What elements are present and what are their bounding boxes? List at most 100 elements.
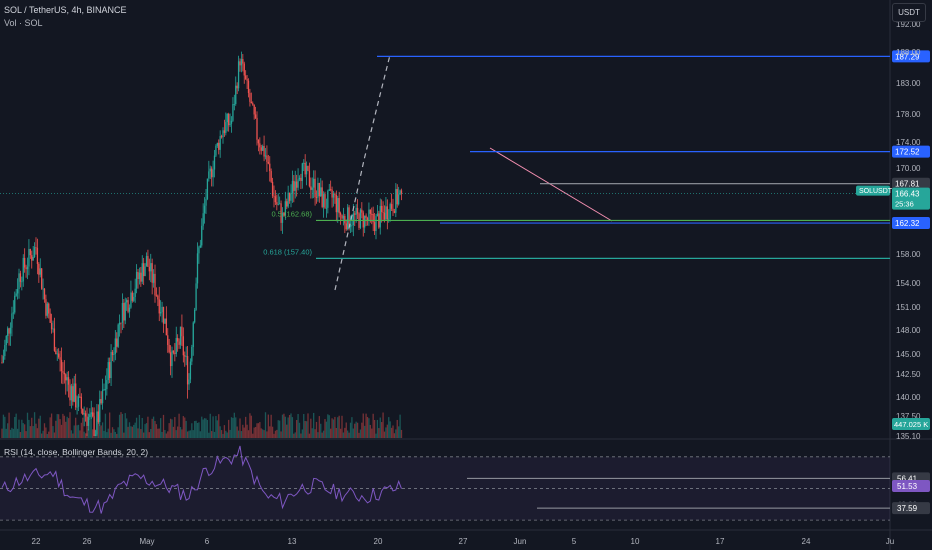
volume-bar (331, 418, 333, 438)
volume-bar (252, 433, 254, 438)
volume-bar (184, 417, 186, 438)
candle-body (116, 338, 118, 347)
candle-body (109, 362, 111, 379)
volume-bar (239, 418, 241, 438)
volume-bar (53, 432, 56, 438)
volume-indicator-label: Vol · SOL (4, 18, 43, 28)
candle-body (324, 194, 326, 209)
candle-body (67, 377, 70, 385)
volume-bar (155, 424, 158, 438)
time-tick-label: 5 (572, 537, 577, 546)
volume-bar (73, 425, 75, 438)
volume-bar (249, 413, 251, 438)
candle-body (7, 328, 9, 336)
volume-bar (270, 414, 272, 438)
candle-body (321, 187, 323, 207)
candle-body (334, 193, 336, 195)
fib-label-0.5 (162.68): 0.5 (162.68) (272, 209, 313, 218)
volume-bar (60, 424, 63, 438)
candle-body (307, 165, 309, 171)
time-tick-label: 17 (716, 537, 725, 546)
volume-bar (76, 425, 78, 438)
volume-bar (349, 422, 352, 438)
volume-bar (72, 433, 74, 438)
volume-bar (5, 428, 7, 438)
volume-bar (317, 432, 319, 438)
candle-body (359, 209, 362, 228)
volume-bar (383, 431, 386, 438)
volume-bar (75, 417, 77, 438)
volume-bar (293, 433, 295, 438)
candle-body (250, 101, 252, 104)
volume-bar (298, 422, 301, 438)
rsi-tag-51.53 (892, 480, 930, 493)
volume-bar (212, 416, 214, 438)
candle-body (320, 187, 322, 197)
volume-bar (77, 424, 80, 438)
currency-button[interactable]: USDT (892, 3, 926, 22)
volume-bar (199, 431, 201, 438)
candle-body (15, 293, 17, 296)
candle-body (392, 208, 394, 212)
candle-body (372, 213, 374, 223)
candle-body (50, 322, 53, 330)
candle-body (75, 383, 77, 408)
volume-bar (347, 430, 349, 438)
volume-bar (260, 428, 262, 438)
volume-bar (121, 413, 124, 438)
volume-bar (375, 433, 377, 438)
volume-bar (257, 423, 260, 438)
volume-bar (356, 422, 359, 438)
volume-bar (50, 413, 53, 438)
time-tick-label: Jun (514, 537, 527, 546)
volume-bar (194, 421, 196, 438)
volume-bar (322, 430, 325, 438)
candle-body (43, 288, 46, 300)
volume-bar (280, 431, 282, 438)
candle-body (281, 212, 284, 223)
candle-body (65, 374, 67, 381)
candle-body (148, 266, 150, 272)
candle-body (31, 255, 33, 261)
volume-bar (110, 432, 112, 438)
volume-bar (181, 429, 183, 438)
volume-bar (216, 420, 218, 438)
volume-bar (117, 427, 119, 438)
candle-body (38, 263, 40, 275)
candle-body (113, 353, 115, 355)
volume-bar (330, 428, 332, 438)
candle-body (342, 215, 345, 219)
volume-bar (206, 419, 209, 438)
volume-bar (281, 414, 284, 438)
candle-body (297, 179, 299, 188)
projection-dashed-line (334, 54, 391, 291)
volume-bar (390, 427, 393, 438)
volume-bar (273, 433, 275, 438)
candle-body (161, 306, 163, 313)
volume-bar (94, 430, 97, 438)
volume-tag (892, 418, 930, 430)
volume-bar (398, 426, 400, 438)
price-tick-label: 145.00 (896, 350, 921, 359)
candle-body (239, 61, 241, 66)
candle-body (256, 117, 258, 140)
volume-bar (274, 430, 277, 438)
volume-bar (215, 416, 217, 438)
last-price-tag (892, 187, 930, 210)
volume-bar (254, 427, 257, 438)
candle-body (243, 63, 245, 76)
volume-bar (313, 412, 315, 438)
candle-body (131, 292, 133, 301)
volume-bar (368, 418, 370, 438)
candle-body (138, 272, 141, 279)
volume-bar (103, 430, 105, 438)
candle-body (77, 396, 80, 407)
volume-bar (192, 430, 194, 438)
volume-bar (167, 431, 169, 438)
volume-bar (287, 417, 289, 438)
candle-body (228, 113, 230, 126)
candle-body (304, 162, 306, 175)
candle-body (296, 181, 298, 188)
candle-body (80, 396, 82, 409)
